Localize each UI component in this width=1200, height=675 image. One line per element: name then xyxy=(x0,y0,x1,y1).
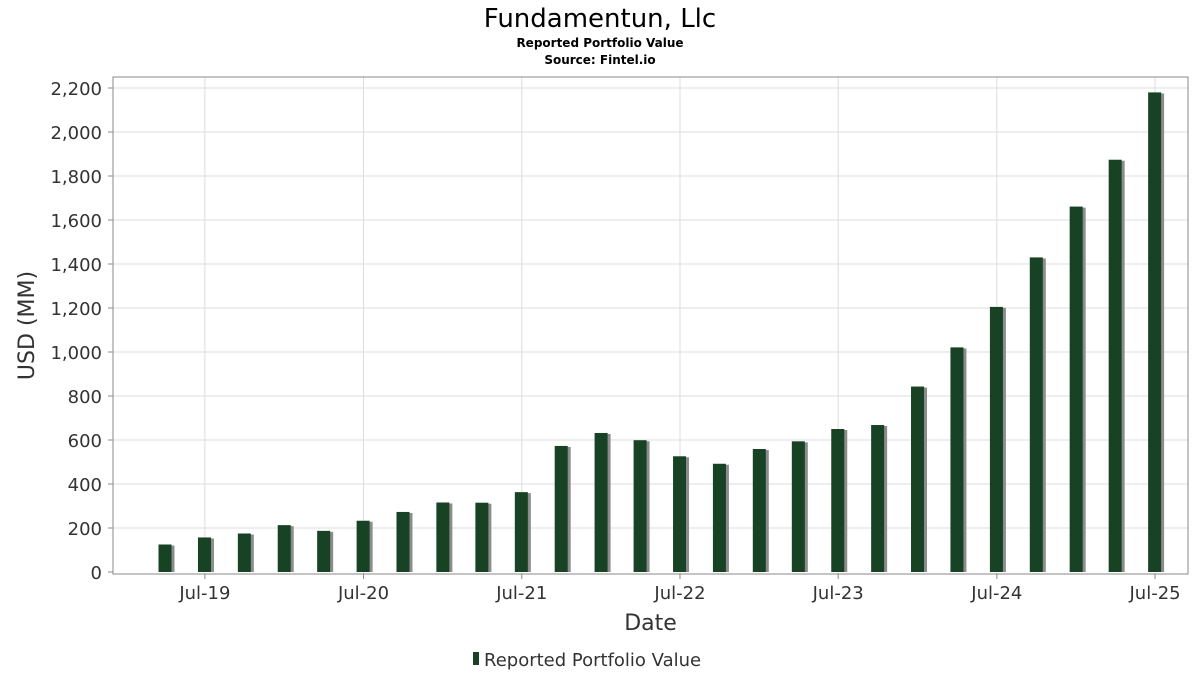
bar xyxy=(356,520,370,572)
x-tick-label: Jul-22 xyxy=(653,583,705,604)
bar xyxy=(396,511,410,572)
bar xyxy=(317,530,331,572)
bar xyxy=(1148,92,1162,573)
bar xyxy=(1029,257,1043,572)
y-tick-label: 200 xyxy=(68,519,102,540)
legend: Reported Portfolio Value xyxy=(473,650,701,671)
bar xyxy=(1069,206,1083,572)
bar xyxy=(436,502,450,572)
x-tick-label: Jul-25 xyxy=(1128,583,1180,604)
bar xyxy=(514,492,528,572)
bar xyxy=(594,432,608,572)
x-tick-label: Jul-20 xyxy=(337,583,389,604)
y-tick-label: 2,000 xyxy=(50,123,102,144)
grid xyxy=(113,77,1188,574)
y-tick-label: 400 xyxy=(68,475,102,496)
chart-title: Fundamentun, Llc xyxy=(484,4,716,34)
bar xyxy=(752,449,766,572)
bar xyxy=(1108,159,1122,572)
bar xyxy=(633,440,647,572)
plot-frame xyxy=(112,76,1189,575)
x-tick-label: Jul-21 xyxy=(495,583,547,604)
x-tick-label: Jul-23 xyxy=(812,583,864,604)
y-axis: 0 200 400 600 800 1,000 1,200 1,400 1,600 1,800 2,… xyxy=(50,79,113,584)
chart-source: Source: Fintel.io xyxy=(544,53,655,67)
legend-label: Reported Portfolio Value xyxy=(484,650,701,671)
y-tick-label: 1,200 xyxy=(50,299,102,320)
y-tick-label: 1,000 xyxy=(50,343,102,364)
bar xyxy=(911,386,925,572)
y-tick-label: 1,600 xyxy=(50,211,102,232)
bar xyxy=(989,306,1003,572)
bar xyxy=(158,544,172,572)
x-axis-label: Date xyxy=(624,611,677,636)
bars xyxy=(158,92,1165,573)
x-tick-label: Jul-19 xyxy=(178,583,230,604)
bar xyxy=(197,537,211,572)
bar xyxy=(475,502,489,572)
bar xyxy=(712,463,726,572)
bar xyxy=(950,347,964,572)
chart-subtitle: Reported Portfolio Value xyxy=(516,36,683,50)
y-axis-label: USD (MM) xyxy=(15,271,40,380)
y-tick-label: 1,800 xyxy=(50,167,102,188)
y-tick-label: 1,400 xyxy=(50,255,102,276)
bar xyxy=(237,533,251,572)
bar xyxy=(673,456,687,572)
bar xyxy=(554,445,568,572)
bar xyxy=(277,525,291,572)
x-tick-label: Jul-24 xyxy=(970,583,1022,604)
bar xyxy=(871,425,885,572)
x-axis: Jul-19 Jul-20 Jul-21 Jul-22 Jul-23 Jul-24 Jul-… xyxy=(178,574,1181,604)
y-tick-label: 0 xyxy=(91,563,102,584)
legend-swatch xyxy=(473,652,479,665)
bar xyxy=(831,429,845,572)
y-tick-label: 2,200 xyxy=(50,79,102,100)
bar xyxy=(791,441,805,572)
y-tick-label: 800 xyxy=(68,387,102,408)
y-tick-label: 600 xyxy=(68,431,102,452)
